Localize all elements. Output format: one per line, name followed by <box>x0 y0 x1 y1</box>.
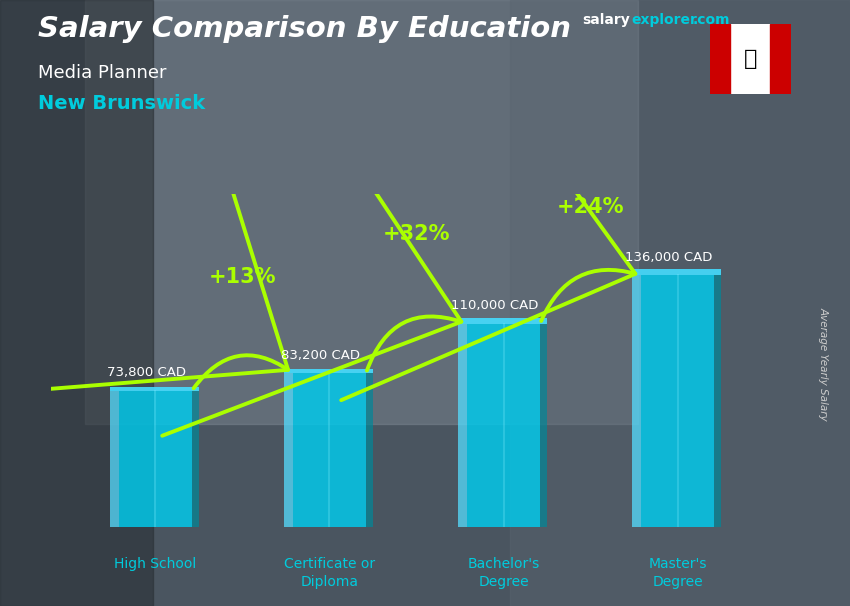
FancyArrowPatch shape <box>162 55 462 436</box>
Bar <box>85 0 638 424</box>
Text: Certificate or
Diploma: Certificate or Diploma <box>284 557 375 589</box>
Bar <box>641 275 714 527</box>
Text: 73,800 CAD: 73,800 CAD <box>107 367 186 379</box>
Bar <box>110 390 119 527</box>
Text: Average Yearly Salary: Average Yearly Salary <box>819 307 829 421</box>
Text: +13%: +13% <box>209 267 276 287</box>
Bar <box>770 24 790 94</box>
Bar <box>0 0 153 606</box>
Bar <box>714 275 721 527</box>
Text: High School: High School <box>114 557 196 571</box>
Text: 🍁: 🍁 <box>744 49 756 69</box>
Bar <box>192 390 199 527</box>
Bar <box>458 318 547 324</box>
Bar <box>284 369 373 373</box>
Text: .com: .com <box>693 13 730 27</box>
Bar <box>510 0 850 606</box>
FancyArrowPatch shape <box>341 15 635 400</box>
Text: Media Planner: Media Planner <box>38 64 167 82</box>
Bar <box>119 390 192 527</box>
Text: 136,000 CAD: 136,000 CAD <box>626 251 712 264</box>
Bar <box>293 373 366 527</box>
Bar <box>458 324 467 527</box>
Bar <box>110 387 199 390</box>
Bar <box>284 373 293 527</box>
Text: 83,200 CAD: 83,200 CAD <box>281 349 360 362</box>
Bar <box>710 24 730 94</box>
Bar <box>632 275 641 527</box>
Text: Bachelor's
Degree: Bachelor's Degree <box>468 557 540 589</box>
Text: Master's
Degree: Master's Degree <box>649 557 707 589</box>
Text: +32%: +32% <box>382 224 450 244</box>
Text: explorer: explorer <box>632 13 697 27</box>
Text: salary: salary <box>582 13 630 27</box>
Bar <box>632 269 721 275</box>
FancyArrowPatch shape <box>0 64 288 395</box>
Text: +24%: +24% <box>557 197 624 218</box>
Text: New Brunswick: New Brunswick <box>38 94 206 113</box>
Bar <box>540 324 547 527</box>
Bar <box>467 324 540 527</box>
Bar <box>366 373 373 527</box>
Text: 110,000 CAD: 110,000 CAD <box>451 299 539 313</box>
Text: Salary Comparison By Education: Salary Comparison By Education <box>38 15 571 43</box>
